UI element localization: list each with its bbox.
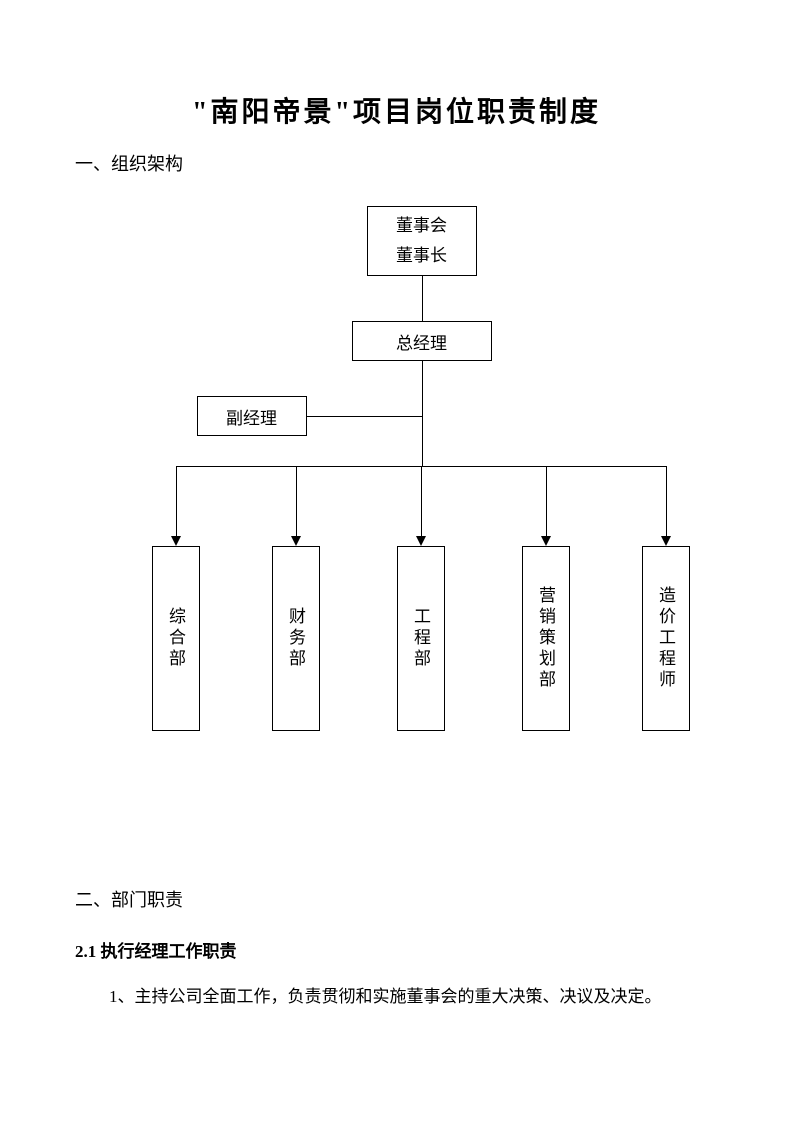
node-department: 综合部 xyxy=(152,546,200,731)
arrowhead-icon xyxy=(291,536,301,546)
arrowhead-icon xyxy=(661,536,671,546)
node-department: 工程部 xyxy=(397,546,445,731)
line-to-dept xyxy=(666,466,667,536)
node-board: 董事会 董事长 xyxy=(367,206,477,276)
line-to-deputy xyxy=(307,416,422,417)
node-board-line1: 董事会 xyxy=(396,211,447,241)
line-to-dept xyxy=(296,466,297,536)
line-board-to-gm xyxy=(422,276,423,321)
line-to-dept xyxy=(546,466,547,536)
subsection-2-1: 2.1 执行经理工作职责 xyxy=(75,937,718,962)
node-deputy-manager-label: 副经理 xyxy=(226,404,277,429)
page-title: "南阳帝景"项目岗位职责制度 xyxy=(75,90,718,130)
arrowhead-icon xyxy=(171,536,181,546)
section-2-heading: 二、部门职责 xyxy=(75,886,718,912)
line-gm-down xyxy=(422,361,423,466)
org-chart: 董事会 董事长 总经理 副经理 综合部 财务部 工程部 营销策划部 造价工程师 xyxy=(97,206,697,766)
node-general-manager: 总经理 xyxy=(352,321,492,361)
node-board-line2: 董事长 xyxy=(396,241,447,271)
node-department: 造价工程师 xyxy=(642,546,690,731)
node-department: 营销策划部 xyxy=(522,546,570,731)
line-to-dept xyxy=(421,466,422,536)
node-deputy-manager: 副经理 xyxy=(197,396,307,436)
node-department: 财务部 xyxy=(272,546,320,731)
line-to-dept xyxy=(176,466,177,536)
section-1-heading: 一、组织架构 xyxy=(75,150,718,176)
arrowhead-icon xyxy=(541,536,551,546)
body-2-1-1: 1、主持公司全面工作，负责贯彻和实施董事会的重大决策、决议及决定。 xyxy=(75,980,718,1014)
arrowhead-icon xyxy=(416,536,426,546)
node-general-manager-label: 总经理 xyxy=(396,329,447,354)
